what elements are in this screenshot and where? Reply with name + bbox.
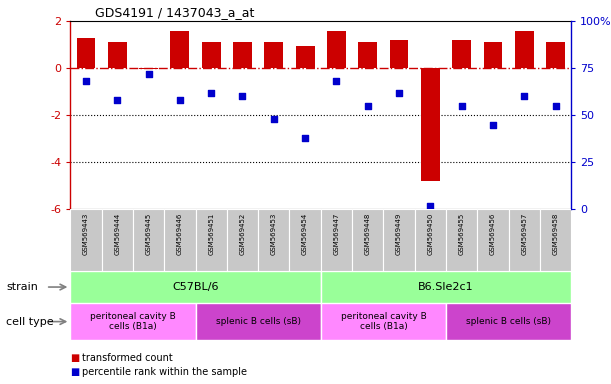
Bar: [546, 42, 565, 68]
Bar: [202, 42, 221, 68]
Bar: [352, 209, 384, 271]
Bar: [170, 31, 189, 68]
Bar: [196, 303, 321, 340]
Point: [394, 89, 404, 96]
Point: [488, 122, 498, 128]
Point: [519, 93, 529, 99]
Text: transformed count: transformed count: [82, 353, 174, 363]
Bar: [446, 209, 477, 271]
Text: GSM569446: GSM569446: [177, 212, 183, 255]
Bar: [108, 42, 126, 68]
Point: [457, 103, 467, 109]
Text: GSM569450: GSM569450: [427, 212, 433, 255]
Bar: [70, 271, 321, 303]
Point: [207, 89, 216, 96]
Text: peritoneal cavity B
cells (B1a): peritoneal cavity B cells (B1a): [340, 312, 426, 331]
Bar: [484, 42, 502, 68]
Text: GSM569447: GSM569447: [334, 212, 340, 255]
Bar: [227, 209, 258, 271]
Bar: [321, 209, 352, 271]
Bar: [258, 209, 290, 271]
Text: GSM569454: GSM569454: [302, 212, 308, 255]
Bar: [321, 303, 446, 340]
Text: percentile rank within the sample: percentile rank within the sample: [82, 367, 247, 377]
Bar: [139, 68, 158, 70]
Text: splenic B cells (sB): splenic B cells (sB): [466, 317, 551, 326]
Point: [144, 71, 153, 77]
Text: GSM569453: GSM569453: [271, 212, 277, 255]
Bar: [196, 209, 227, 271]
Bar: [70, 303, 196, 340]
Bar: [515, 31, 534, 68]
Bar: [390, 40, 409, 68]
Point: [363, 103, 373, 109]
Bar: [321, 271, 571, 303]
Text: C57BL/6: C57BL/6: [172, 282, 219, 292]
Bar: [101, 209, 133, 271]
Text: ■: ■: [70, 353, 79, 363]
Text: GSM569443: GSM569443: [83, 212, 89, 255]
Point: [175, 97, 185, 103]
Text: GSM569451: GSM569451: [208, 212, 214, 255]
Text: GDS4191 / 1437043_a_at: GDS4191 / 1437043_a_at: [95, 5, 255, 18]
Text: strain: strain: [6, 282, 38, 292]
Text: GSM569455: GSM569455: [459, 212, 465, 255]
Bar: [133, 209, 164, 271]
Bar: [540, 209, 571, 271]
Text: GSM569456: GSM569456: [490, 212, 496, 255]
Text: ■: ■: [70, 367, 79, 377]
Text: GSM569444: GSM569444: [114, 212, 120, 255]
Bar: [415, 209, 446, 271]
Text: B6.Sle2c1: B6.Sle2c1: [418, 282, 474, 292]
Bar: [233, 42, 252, 68]
Text: GSM569457: GSM569457: [521, 212, 527, 255]
Text: cell type: cell type: [6, 316, 54, 327]
Bar: [290, 209, 321, 271]
Point: [332, 78, 342, 84]
Text: splenic B cells (sB): splenic B cells (sB): [216, 317, 301, 326]
Point: [238, 93, 247, 99]
Text: GSM569458: GSM569458: [552, 212, 558, 255]
Point: [112, 97, 122, 103]
Text: peritoneal cavity B
cells (B1a): peritoneal cavity B cells (B1a): [90, 312, 176, 331]
Bar: [327, 31, 346, 68]
Bar: [384, 209, 415, 271]
Text: GSM569445: GSM569445: [145, 212, 152, 255]
Bar: [76, 38, 95, 68]
Point: [551, 103, 560, 109]
Bar: [164, 209, 196, 271]
Point: [300, 135, 310, 141]
Bar: [421, 68, 440, 181]
Point: [269, 116, 279, 122]
Bar: [477, 209, 509, 271]
Text: GSM569448: GSM569448: [365, 212, 371, 255]
Bar: [452, 40, 471, 68]
Bar: [509, 209, 540, 271]
Bar: [296, 46, 315, 68]
Text: GSM569452: GSM569452: [240, 212, 246, 255]
Bar: [359, 42, 377, 68]
Point: [81, 78, 91, 84]
Bar: [70, 209, 101, 271]
Bar: [446, 303, 571, 340]
Text: GSM569449: GSM569449: [396, 212, 402, 255]
Bar: [265, 42, 284, 68]
Point: [425, 202, 435, 209]
